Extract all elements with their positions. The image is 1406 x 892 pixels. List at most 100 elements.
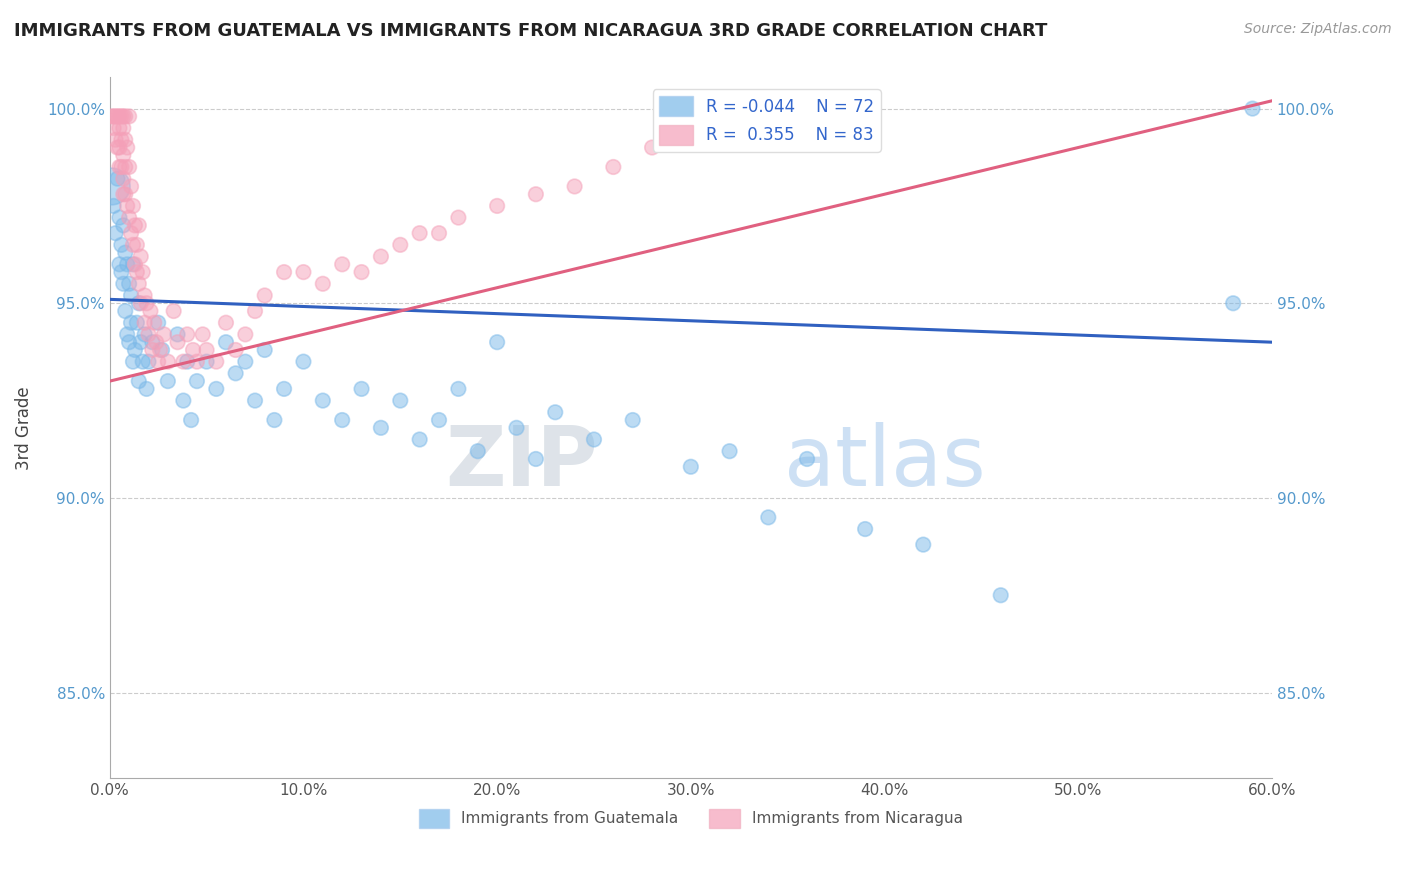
Point [756, 510, 779, 524]
Point [172, 354, 194, 368]
Point [100, 109, 122, 123]
Point [135, 296, 157, 310]
Point [215, 316, 238, 330]
Point [131, 265, 153, 279]
Point [115, 199, 138, 213]
Point [120, 316, 142, 330]
Point [118, 211, 141, 225]
Point [505, 421, 527, 435]
Point [156, 354, 179, 368]
Point [312, 393, 335, 408]
Point [225, 367, 247, 381]
Point [128, 277, 150, 291]
Point [253, 288, 276, 302]
Point [990, 588, 1012, 602]
Point [564, 179, 586, 194]
Point [263, 413, 285, 427]
Point [110, 265, 132, 279]
Point [243, 304, 266, 318]
Text: atlas: atlas [783, 423, 986, 503]
Point [243, 393, 266, 408]
Point [544, 405, 567, 419]
Point [273, 382, 295, 396]
Point [122, 237, 145, 252]
Point [166, 327, 188, 342]
Point [524, 452, 547, 467]
Point [146, 354, 169, 368]
Point [115, 327, 138, 342]
Point [141, 335, 163, 350]
Point [195, 354, 218, 368]
Point [122, 354, 145, 368]
Point [114, 245, 136, 260]
Point [112, 187, 135, 202]
Text: IMMIGRANTS FROM GUATEMALA VS IMMIGRANTS FROM NICARAGUA 3RD GRADE CORRELATION CHA: IMMIGRANTS FROM GUATEMALA VS IMMIGRANTS … [14, 22, 1047, 40]
Point [100, 179, 122, 194]
Point [104, 133, 127, 147]
Point [115, 140, 138, 154]
Point [408, 226, 430, 240]
Point [389, 393, 412, 408]
Point [166, 335, 188, 350]
Point [112, 148, 135, 162]
Point [172, 393, 194, 408]
Point [107, 109, 129, 123]
Point [427, 226, 450, 240]
Point [156, 374, 179, 388]
Point [486, 335, 509, 350]
Point [163, 304, 186, 318]
Point [134, 316, 156, 330]
Point [128, 219, 150, 233]
Point [125, 265, 148, 279]
Point [602, 160, 624, 174]
Point [112, 219, 135, 233]
Point [129, 296, 152, 310]
Point [108, 109, 131, 123]
Point [108, 257, 131, 271]
Point [122, 199, 145, 213]
Point [912, 538, 935, 552]
Point [110, 160, 132, 174]
Point [292, 354, 315, 368]
Point [467, 444, 489, 458]
Point [124, 219, 146, 233]
Legend: Immigrants from Guatemala, Immigrants from Nicaragua: Immigrants from Guatemala, Immigrants fr… [412, 803, 969, 834]
Point [112, 277, 135, 291]
Point [120, 226, 142, 240]
Point [191, 327, 214, 342]
Point [110, 133, 132, 147]
Point [131, 354, 153, 368]
Point [146, 316, 169, 330]
Point [108, 211, 131, 225]
Point [253, 343, 276, 357]
Text: Source: ZipAtlas.com: Source: ZipAtlas.com [1244, 22, 1392, 37]
Point [104, 109, 127, 123]
Text: ZIP: ZIP [446, 423, 598, 503]
Point [112, 109, 135, 123]
Point [153, 327, 176, 342]
Point [389, 237, 412, 252]
Point [150, 343, 173, 357]
Point [103, 121, 125, 136]
Point [104, 226, 127, 240]
Point [330, 257, 353, 271]
Point [120, 288, 142, 302]
Point [149, 343, 172, 357]
Point [718, 102, 741, 116]
Point [370, 250, 392, 264]
Point [176, 354, 198, 368]
Point [292, 265, 315, 279]
Point [186, 374, 208, 388]
Point [180, 413, 202, 427]
Point [118, 335, 141, 350]
Point [215, 335, 238, 350]
Point [176, 327, 198, 342]
Point [112, 171, 135, 186]
Point [718, 444, 741, 458]
Point [312, 277, 335, 291]
Point [108, 121, 131, 136]
Point [134, 288, 156, 302]
Y-axis label: 3rd Grade: 3rd Grade [15, 386, 32, 470]
Point [195, 343, 218, 357]
Point [110, 237, 132, 252]
